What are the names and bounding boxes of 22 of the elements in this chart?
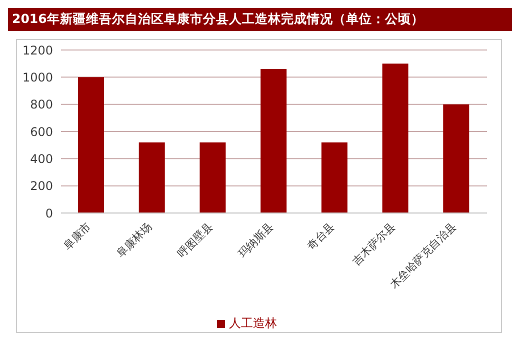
x-tick-label: 呼图壁县 bbox=[174, 220, 216, 260]
y-tick-label: 400 bbox=[30, 152, 53, 166]
bar bbox=[78, 77, 104, 213]
x-tick-label: 阜康林场 bbox=[114, 220, 154, 260]
bar bbox=[321, 142, 348, 213]
bar bbox=[443, 104, 470, 213]
y-tick-label: 200 bbox=[30, 179, 53, 194]
y-tick-label: 0 bbox=[45, 206, 53, 220]
bar bbox=[138, 142, 165, 213]
y-tick-label: 600 bbox=[30, 124, 53, 139]
bar bbox=[200, 142, 226, 213]
y-tick-label: 1200 bbox=[22, 43, 53, 58]
x-tick-label: 奇台县 bbox=[304, 220, 337, 252]
y-tick-label: 1000 bbox=[22, 70, 53, 84]
bar bbox=[260, 69, 287, 213]
x-tick-label: 吉木萨尔县 bbox=[350, 220, 398, 268]
x-tick-label: 玛纳斯县 bbox=[236, 220, 276, 260]
y-tick-label: 800 bbox=[30, 98, 53, 112]
bar bbox=[382, 64, 408, 213]
chart-title: 2016年新疆维吾尔自治区阜康市分县人工造林完成情况（单位：公顷） bbox=[8, 8, 512, 31]
legend-label: 人工造林 bbox=[229, 316, 277, 330]
x-tick-label: 阜康市 bbox=[61, 220, 94, 252]
